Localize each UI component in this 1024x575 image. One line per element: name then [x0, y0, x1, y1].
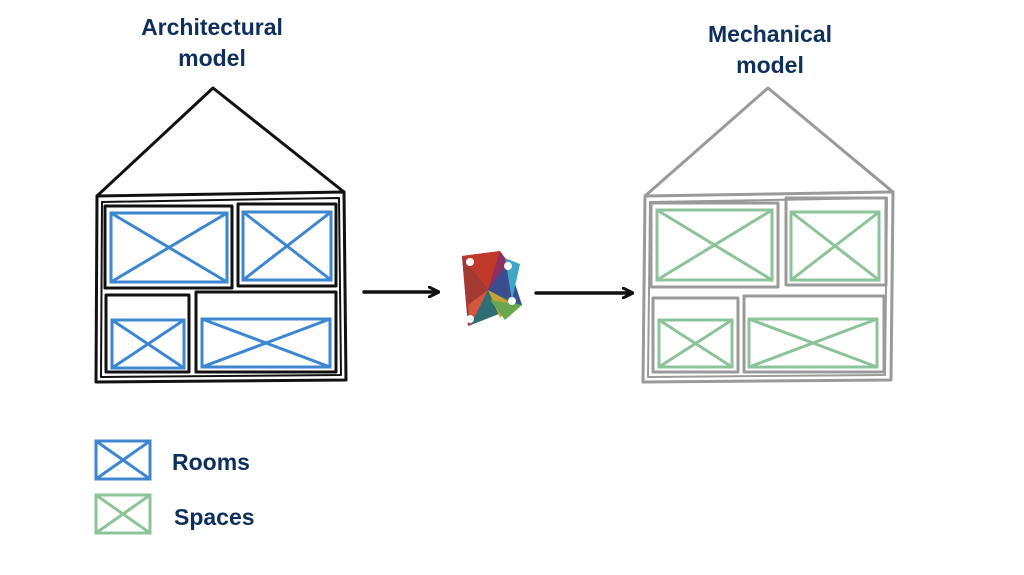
- architectural-house: [94, 86, 348, 384]
- mechanical-house: [641, 86, 895, 384]
- mechanical-title-line2: model: [736, 52, 804, 78]
- legend-spaces-label: Spaces: [174, 504, 255, 530]
- space-marker: [747, 317, 879, 369]
- space-marker: [789, 210, 881, 282]
- architectural-room-frame: [104, 293, 191, 374]
- room-marker: [109, 211, 229, 284]
- mechanical-space-frame: [649, 201, 780, 289]
- architectural-rooms: [109, 210, 333, 370]
- architectural-wall-outer: [94, 190, 348, 384]
- architectural-model-title: Architectural model: [112, 12, 312, 74]
- mechanical-model-title: Mechanical model: [670, 19, 870, 81]
- architectural-title-line2: model: [178, 45, 246, 71]
- mechanical-wall-outer: [641, 190, 895, 384]
- architectural-title-line1: Architectural: [141, 14, 283, 40]
- legend-spaces-icon: [94, 493, 152, 535]
- room-marker: [200, 317, 332, 369]
- room-marker: [110, 318, 186, 370]
- mechanical-space-frame: [784, 196, 888, 287]
- architectural-room-frame: [103, 204, 234, 290]
- space-marker: [655, 208, 774, 282]
- architectural-room-frame: [236, 202, 338, 288]
- legend-rooms-label: Rooms: [172, 449, 250, 475]
- architectural-room-frame: [194, 290, 338, 374]
- mechanical-title-line1: Mechanical: [708, 21, 832, 47]
- room-marker: [241, 210, 333, 282]
- architectural-wall-inner: [100, 197, 342, 378]
- dynamo-logo-icon: [462, 251, 522, 326]
- mechanical-space-frame: [651, 296, 740, 374]
- architectural-roof: [95, 86, 346, 198]
- legend-rooms-icon: [94, 439, 152, 481]
- mechanical-space-frame: [742, 294, 886, 374]
- space-marker: [657, 318, 734, 369]
- mechanical-spaces: [655, 208, 881, 369]
- mechanical-roof: [643, 86, 895, 198]
